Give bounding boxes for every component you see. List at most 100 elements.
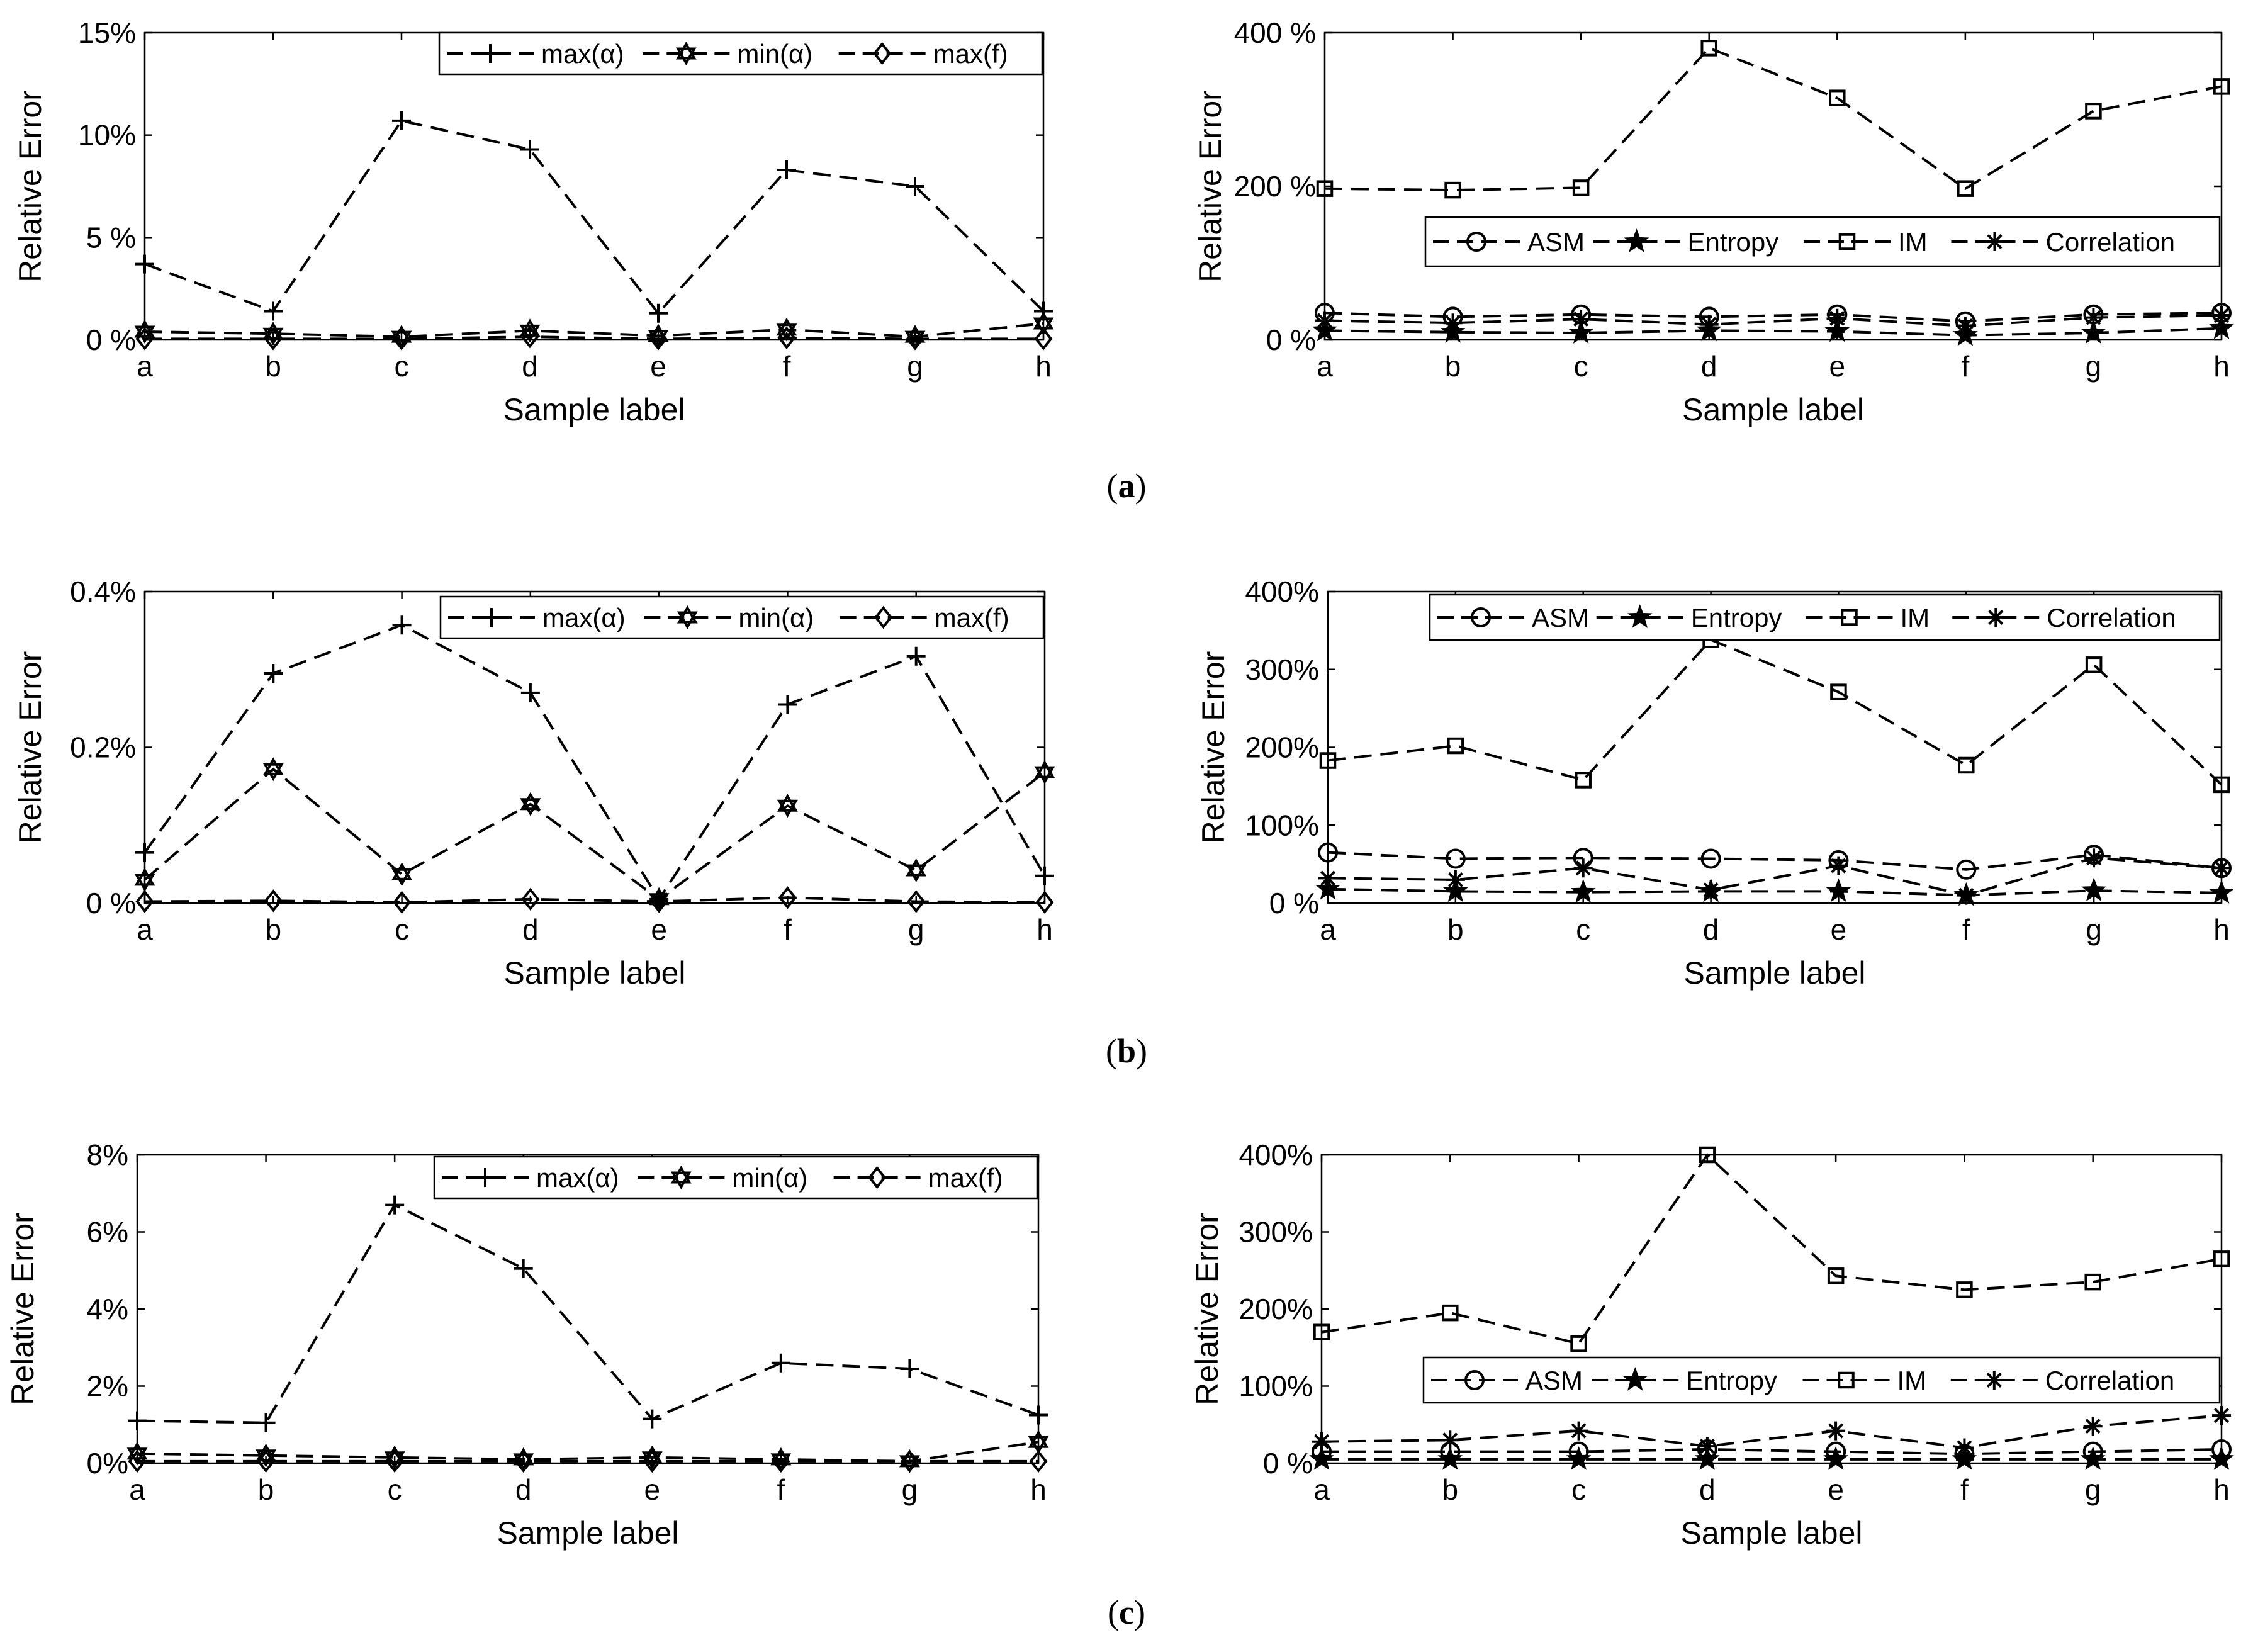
series-plus [135,111,1053,323]
x-tick-label: d [1701,350,1717,383]
legend-marker-circle [1466,232,1486,252]
legend-marker-plus [481,44,500,63]
legend-box [1429,593,2221,641]
legend-label: Correlation [2046,227,2175,257]
data-point-circle [1318,842,1338,863]
data-point-plus [135,843,154,862]
data-point-hexagram [262,757,284,782]
y-tick-label: 0 % [1266,323,1316,356]
data-point-square [2213,78,2230,95]
legend-marker-star [1624,228,1649,252]
series-hexagram [134,757,1055,911]
data-point-square [1313,1323,1330,1340]
chart-a-right: a b c d e f g h 0 % 200 % 400 % Sample label Relativ… [1193,16,2234,427]
data-point-square [1699,1146,1716,1164]
series-plus [135,615,1054,909]
x-tick-label: g [902,1473,918,1506]
chart-b-right: a b c d e f g h 0 % 100% 200% 300% 400% Sample label R… [1196,575,2234,991]
x-axis-label: Sample label [1682,392,1864,427]
series-line [1321,1414,2222,1449]
legend-label: Correlation [2047,603,2176,632]
x-axis-label: Sample label [1680,1515,1862,1551]
legend-label: max(α) [541,39,624,69]
data-point-square [1316,180,1334,197]
data-point-asterisk [1699,315,1719,334]
data-point-circle [1956,859,1977,880]
series-asterisk [1318,848,2231,905]
data-point-diamond [1034,327,1053,351]
legend-label: Correlation [2045,1366,2174,1395]
y-tick-label: 0 % [1263,1447,1313,1480]
x-tick-label: a [1320,913,1336,946]
legend-label: Entropy [1688,227,1779,257]
data-point-square [2213,776,2230,794]
data-point-square [1830,683,1847,700]
data-point-asterisk [1312,1432,1331,1451]
data-point-asterisk [1315,311,1334,330]
series-line [1324,327,2222,337]
series-line [1327,857,2222,897]
data-point-diamond [1029,1449,1048,1473]
data-point-diamond [900,1449,919,1473]
y-tick-label: 200% [1245,731,1319,764]
legend-box [1422,1356,2221,1404]
data-point-star [1824,318,1850,342]
data-point-plus [520,140,539,159]
data-point-diamond [393,891,412,914]
y-tick-label: 400 % [1234,16,1316,49]
data-point-diamond [643,1449,661,1473]
chart-c-left: a b c d e f g h 0% 2% 4% 6% 8% Sample label Relative E… [5,1138,1049,1551]
chart-a-left: a b c d e f g h 0 % 5 % 10% 15% Sample label Relative… [13,16,1054,427]
legend: ASM Entropy IM Correlation [1422,1356,2221,1404]
series-line [145,335,1043,340]
x-tick-label: f [1960,1473,1969,1506]
legend-label: max(f) [928,1163,1003,1193]
y-tick-label: 8% [87,1138,128,1171]
legend-marker-square [1841,609,1858,626]
data-point-asterisk [1829,856,1848,875]
x-tick-label: g [2086,913,2102,946]
legend-marker-asterisk [1986,608,2006,627]
legend-label: min(α) [737,39,812,69]
data-point-diamond [264,327,283,351]
series-line [1327,851,2222,871]
x-tick-label: e [1829,350,1845,383]
legend-marker-plus [476,1168,495,1187]
data-point-hexagram [134,867,155,892]
x-tick-label: g [2086,350,2102,383]
data-point-asterisk [1828,308,1847,328]
data-point-asterisk [1573,858,1593,878]
chart-c-right: a b c d e f g h 0 % 100% 200% 300% 400% Sample label R… [1189,1138,2234,1551]
legend: ASM Entropy IM Correlation [1429,593,2221,641]
data-point-square [1572,179,1590,196]
data-point-plus [906,177,924,196]
data-point-diamond [385,1449,404,1473]
x-tick-label: e [644,1473,660,1506]
x-tick-label: f [783,350,791,383]
data-point-asterisk [1443,313,1463,333]
x-tick-label: c [395,913,409,946]
data-point-diamond [520,325,539,349]
x-tick-label: b [265,350,281,383]
legend-marker-square [1838,1371,1855,1389]
data-point-asterisk [2212,1406,2231,1425]
legend-label: max(f) [935,603,1009,632]
data-point-asterisk [1701,880,1721,899]
data-point-plus [264,301,283,321]
x-tick-label: c [1576,913,1590,946]
legend-label: max(α) [542,603,626,632]
y-tick-label: 200% [1239,1293,1313,1325]
data-point-diamond [1035,891,1054,914]
x-tick-label: c [1574,350,1588,383]
y-tick-label: 100% [1239,1370,1313,1403]
legend-marker-star [1622,1367,1648,1391]
x-tick-label: d [1699,1473,1716,1506]
data-point-plus [771,1353,790,1373]
series-line [1324,47,2222,192]
data-point-square [2085,103,2102,120]
series-line [1327,887,2222,897]
plot-frame [136,1154,1040,1464]
series-line [1324,314,2222,328]
x-tick-label: a [137,913,153,946]
legend: ASM Entropy IM Correlation [1424,216,2221,267]
